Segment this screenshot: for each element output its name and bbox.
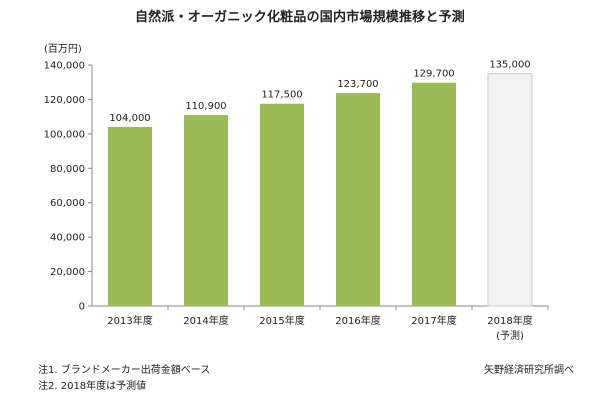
footnote-1: 注1. ブランドメーカー出荷金額ベース [38,365,211,376]
footnote-2: 注2. 2018年度は予測値 [38,381,147,392]
data-label: 110,900 [185,101,226,112]
data-label: 117,500 [261,90,302,101]
x-tick-label: 2013年度 [107,314,152,327]
x-tick-label: 2015年度 [259,314,304,327]
y-tick-label: 80,000 [50,164,85,175]
data-label: 123,700 [337,79,378,90]
y-tick-label: 140,000 [44,61,85,72]
x-tick-sublabel: (予測) [496,329,524,342]
x-tick-label: 2014年度 [183,314,228,327]
x-tick-label: 2016年度 [335,314,380,327]
data-label: 135,000 [489,60,530,71]
source-credit: 矢野経済研究所調べ [484,365,574,376]
data-label: 104,000 [109,113,150,124]
x-tick-label: 2017年度 [411,314,456,327]
x-tick-label: 2018年度 [487,314,532,327]
bar [412,82,456,306]
y-tick-label: 100,000 [44,129,85,140]
chart-title: 自然派・オーガニック化粧品の国内市場規模推移と予測 [134,10,465,25]
y-tick-label: 120,000 [44,95,85,106]
y-tick-label: 0 [79,302,85,313]
bar [108,126,152,306]
y-axis-unit-label: (百万円) [44,44,82,55]
y-tick-label: 20,000 [50,267,85,278]
bar [184,115,228,307]
y-tick-label: 40,000 [50,233,85,244]
y-tick-label: 60,000 [50,198,85,209]
bar [260,103,304,306]
data-label: 129,700 [413,69,454,80]
forecast-bar [487,73,533,307]
bar [336,93,380,306]
